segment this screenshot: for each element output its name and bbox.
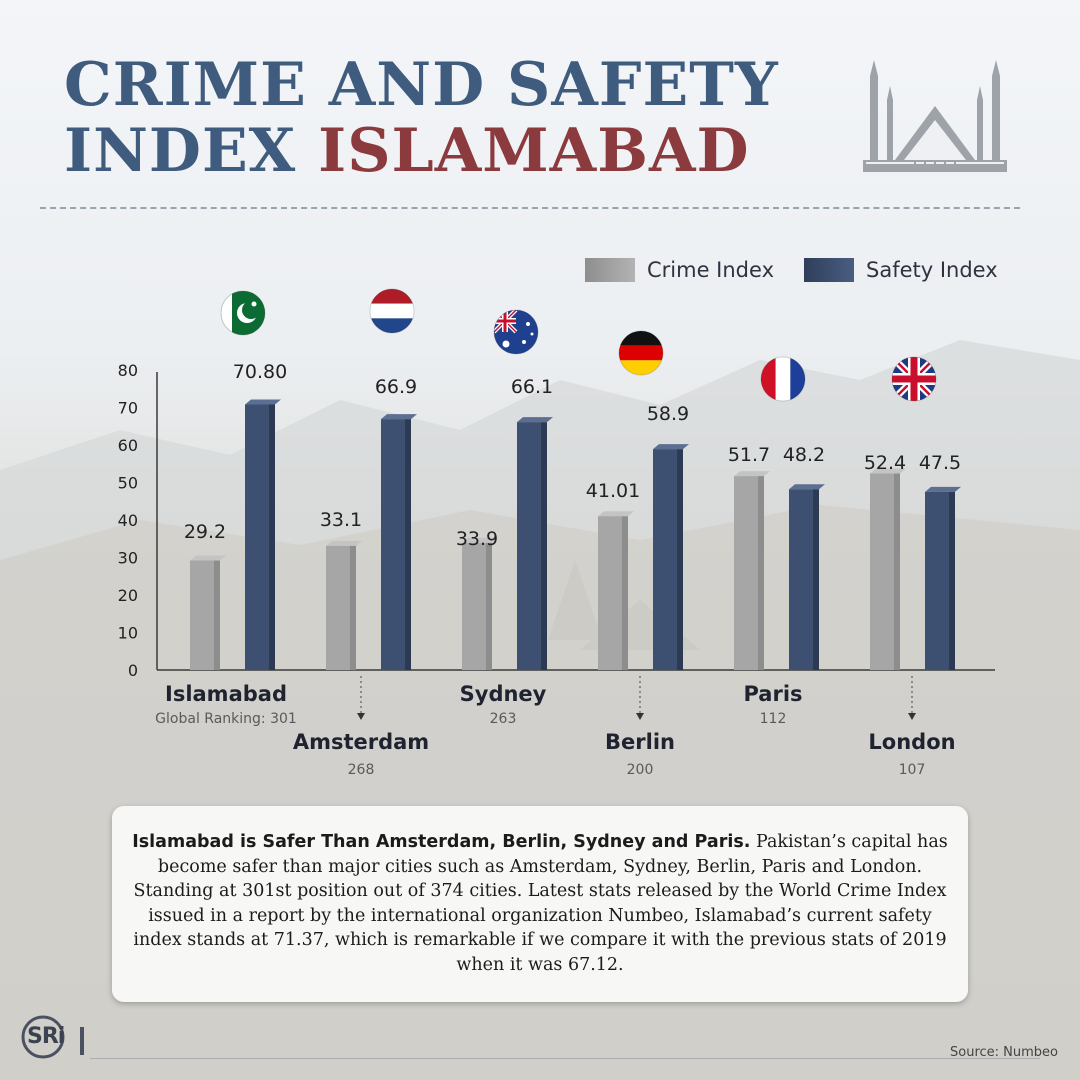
crime-bar-top bbox=[870, 468, 906, 474]
crime-bar bbox=[190, 560, 214, 670]
category-leader-arrow bbox=[636, 713, 644, 720]
crime-bar bbox=[870, 473, 894, 670]
y-tick-label: 70 bbox=[118, 399, 138, 418]
safety-bar bbox=[653, 449, 677, 670]
legend-label-safety: Safety Index bbox=[866, 258, 998, 282]
legend-label-crime: Crime Index bbox=[647, 258, 774, 282]
sri-logo-text: SRi bbox=[27, 1024, 65, 1049]
ranking-label: 263 bbox=[490, 711, 517, 727]
crime-bar-top bbox=[326, 540, 362, 546]
category-label: Paris bbox=[743, 682, 802, 706]
safety-bar-side bbox=[949, 491, 955, 670]
uk-flag-icon bbox=[891, 356, 937, 402]
category-label: Amsterdam bbox=[293, 730, 429, 754]
safety-bar bbox=[245, 404, 269, 670]
crime-bar-side bbox=[214, 560, 220, 670]
y-tick-label: 60 bbox=[118, 436, 138, 455]
y-tick-label: 50 bbox=[118, 474, 138, 493]
crime-data-label: 33.1 bbox=[320, 509, 362, 531]
france-flag-icon bbox=[760, 356, 806, 402]
sri-logo bbox=[21, 1015, 84, 1059]
crime-bar-side bbox=[486, 542, 492, 670]
y-tick-label: 40 bbox=[118, 511, 138, 530]
legend-item-safety: Safety Index bbox=[804, 258, 998, 282]
ranking-label: 268 bbox=[348, 762, 375, 778]
chart-legend: Crime Index Safety Index bbox=[585, 258, 1028, 282]
safety-bar bbox=[925, 491, 949, 670]
title-line-1: CRIME AND SAFETY bbox=[64, 50, 779, 120]
crime-bar-side bbox=[350, 545, 356, 670]
description-lead: Islamabad is Safer Than Amsterdam, Berli… bbox=[132, 832, 751, 852]
description-body: Pakistan’s capital has become safer than… bbox=[133, 832, 948, 975]
legend-swatch-crime bbox=[585, 258, 635, 282]
crime-bar-top bbox=[462, 537, 498, 543]
safety-bar-side bbox=[677, 449, 683, 670]
legend-item-crime: Crime Index bbox=[585, 258, 774, 282]
crime-bar-side bbox=[758, 476, 764, 670]
category-leader-arrow bbox=[908, 713, 916, 720]
safety-data-label: 47.5 bbox=[919, 452, 961, 474]
safety-bar-top bbox=[789, 484, 825, 490]
safety-data-label: 66.9 bbox=[375, 376, 417, 398]
crime-bar-top bbox=[190, 555, 226, 561]
safety-bar-side bbox=[405, 419, 411, 670]
netherlands-flag-icon bbox=[369, 288, 415, 334]
faisal-mosque-icon bbox=[863, 60, 1007, 172]
category-label: Sydney bbox=[460, 682, 547, 706]
pakistan-flag-icon bbox=[220, 290, 266, 336]
y-tick-label: 30 bbox=[118, 549, 138, 568]
crime-bar-top bbox=[734, 471, 770, 477]
description-box: Islamabad is Safer Than Amsterdam, Berli… bbox=[112, 806, 968, 1002]
safety-data-label: 48.2 bbox=[783, 444, 825, 466]
crime-bar bbox=[462, 542, 486, 670]
safety-data-label: 66.1 bbox=[511, 376, 553, 398]
safety-data-label: 58.9 bbox=[647, 403, 689, 425]
y-tick-label: 80 bbox=[118, 361, 138, 380]
safety-bar bbox=[381, 419, 405, 670]
legend-swatch-safety bbox=[804, 258, 854, 282]
crime-bar bbox=[598, 516, 622, 670]
category-label: London bbox=[868, 730, 955, 754]
safety-bar-top bbox=[925, 486, 961, 492]
footer-rule bbox=[90, 1058, 1040, 1059]
category-leader-arrow bbox=[357, 713, 365, 720]
category-label: Islamabad bbox=[165, 682, 287, 706]
crime-bar-side bbox=[622, 516, 628, 670]
safety-bar bbox=[789, 489, 813, 670]
title-line-2: INDEX bbox=[64, 116, 319, 186]
ranking-label: 107 bbox=[899, 762, 926, 778]
safety-bar-top bbox=[381, 414, 417, 420]
crime-bar-top bbox=[598, 511, 634, 517]
germany-flag-icon bbox=[618, 330, 664, 376]
category-label: Berlin bbox=[605, 730, 675, 754]
y-tick-label: 0 bbox=[128, 661, 138, 680]
ranking-label: 200 bbox=[627, 762, 654, 778]
australia-flag-icon bbox=[493, 309, 539, 355]
page-title: CRIME AND SAFETY INDEX ISLAMABAD bbox=[64, 52, 779, 184]
safety-bar-top bbox=[653, 444, 689, 450]
crime-data-label: 52.4 bbox=[864, 452, 906, 474]
safety-bar-side bbox=[269, 404, 275, 670]
title-divider bbox=[40, 207, 1020, 209]
safety-data-label: 70.80 bbox=[233, 361, 287, 383]
ranking-label: 112 bbox=[760, 711, 787, 727]
y-tick-label: 20 bbox=[118, 586, 138, 605]
crime-data-label: 29.2 bbox=[184, 521, 226, 543]
crime-bar-side bbox=[894, 473, 900, 670]
safety-bar-top bbox=[517, 417, 553, 423]
safety-bar-side bbox=[813, 489, 819, 670]
safety-bar bbox=[517, 422, 541, 670]
safety-bar-side bbox=[541, 422, 547, 670]
crime-data-label: 41.01 bbox=[586, 480, 640, 502]
source-credit: Source: Numbeo bbox=[950, 1045, 1058, 1060]
crime-bar bbox=[326, 545, 350, 670]
title-highlight: ISLAMABAD bbox=[318, 116, 750, 186]
crime-data-label: 33.9 bbox=[456, 528, 498, 550]
crime-bar bbox=[734, 476, 758, 670]
y-tick-label: 10 bbox=[118, 624, 138, 643]
ranking-label: Global Ranking: 301 bbox=[155, 711, 297, 727]
crime-data-label: 51.7 bbox=[728, 444, 770, 466]
safety-bar-top bbox=[245, 399, 281, 405]
